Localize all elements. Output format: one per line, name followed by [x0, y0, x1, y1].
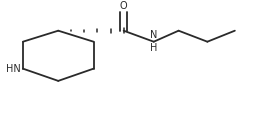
Text: N: N [150, 30, 158, 40]
Text: H: H [150, 43, 158, 53]
Text: O: O [120, 1, 128, 11]
Text: HN: HN [6, 64, 21, 74]
